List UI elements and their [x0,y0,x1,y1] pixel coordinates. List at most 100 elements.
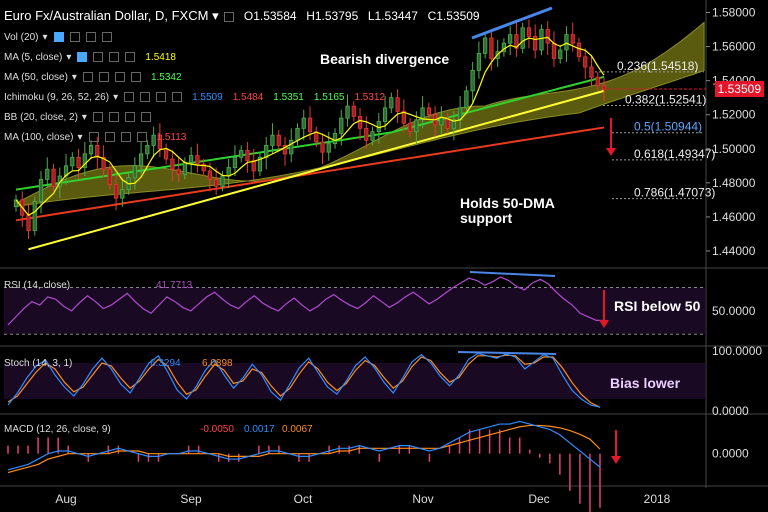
fib-level-label: 0.786(1.47073) [634,186,715,200]
close-icon[interactable] [101,32,112,43]
fib-level-label: 0.618(1.49347) [634,147,715,161]
add-icon[interactable] [85,32,96,43]
rsi-value: 41.7713 [156,280,193,291]
chevron-down-icon[interactable]: ▾ [77,132,83,143]
close-icon[interactable] [125,52,136,63]
ohlc-close: C1.53509 [427,9,480,23]
settings-icon[interactable] [69,32,80,43]
symbol-title[interactable]: Euro Fx/Australian Dollar, D, FXCM [4,8,209,23]
chevron-down-icon[interactable]: ▾ [113,92,119,103]
visibility-icon[interactable] [124,92,135,103]
chevron-down-icon[interactable]: ▾ [212,8,219,23]
candle-body [82,153,87,168]
indicator-row[interactable]: MA (100, close) ▾ 1.5113 [4,132,190,143]
candle-body [138,153,144,167]
macd-tick-label: 0.0000 [712,447,749,461]
y-tick-label: 1.56000 [712,40,756,54]
candle-body [195,155,200,165]
candle-body [539,29,544,51]
divergence-line-stoch [457,351,557,355]
rsi-band [4,287,706,335]
add-icon[interactable] [114,72,125,83]
visibility-icon[interactable] [77,52,88,63]
indicator-value: 1.5484 [232,92,264,103]
stoch-band [4,363,706,399]
candle-body [113,184,119,199]
macd-signal-line [7,424,601,474]
add-icon[interactable] [120,132,131,143]
chevron-down-icon[interactable]: ▾ [66,52,72,63]
indicator-value: 1.5418 [145,52,176,63]
candle-body [170,158,175,170]
candle-body [489,37,494,59]
indicator-value: 1.5165 [313,92,345,103]
annotation-bearish-divergence: Bearish divergence [320,51,450,67]
chevron-down-icon[interactable]: ▾ [42,32,48,43]
candle-body [401,110,406,124]
stoch-d-value: 6.0898 [202,358,233,369]
candle-body [520,27,525,49]
candle-body [257,156,263,172]
candle-body [76,156,81,168]
indicator-row[interactable]: MA (50, close) ▾ 1.5342 [4,72,186,83]
close-icon[interactable] [140,112,151,123]
y-tick-label: 1.44000 [712,244,756,258]
candle-body [357,116,363,129]
y-tick-label: 1.48000 [712,176,756,190]
candle-body [45,168,50,180]
candle-body [445,117,450,129]
macd-line [7,420,601,471]
candle-body [395,97,400,112]
candle-body [332,133,338,145]
visibility-icon[interactable] [88,132,99,143]
indicator-row[interactable]: MA (5, close) ▾ 1.5418 [4,52,180,63]
indicator-value: 1.5351 [273,92,304,103]
divergence-line-rsi [469,271,556,277]
candle-body [426,107,431,116]
candle-body [207,170,213,180]
candle-body [364,127,369,141]
indicator-name: BB (20, close, 2) [4,112,78,123]
candle-body [439,117,444,126]
close-icon[interactable] [136,132,147,143]
x-tick-label: Sep [180,492,202,506]
candle-body [176,168,181,175]
add-icon[interactable] [109,52,120,63]
settings-icon[interactable] [104,132,115,143]
macd-hist-value: 0.0067 [282,424,313,435]
candle-body [95,144,100,158]
settings-icon[interactable] [140,92,151,103]
visibility-icon[interactable] [82,72,93,83]
stoch-label: Stoch (14, 3, 1) [4,358,72,369]
indicator-name: MA (100, close) [4,132,74,143]
chevron-down-icon[interactable]: ▾ [71,72,77,83]
candle-body [232,156,238,168]
indicator-row[interactable]: Vol (20) ▾ [4,32,116,43]
candle-body [583,56,588,68]
candle-body [301,117,306,129]
visibility-icon[interactable] [92,112,103,123]
visibility-icon[interactable] [53,32,64,43]
candle-body [508,34,513,44]
candle-body [201,163,206,172]
indicator-row[interactable]: Ichimoku (9, 26, 52, 26) ▾ 1.5509 1.5484 1.5… [4,92,389,103]
settings-icon[interactable] [108,112,119,123]
macd-value: -0.0050 [200,424,234,435]
rsi-label: RSI (14, close) [4,280,70,291]
x-tick-label: Nov [412,492,433,506]
close-icon[interactable] [130,72,141,83]
chevron-down-icon[interactable]: ▾ [81,112,87,123]
settings-icon[interactable] [93,52,104,63]
add-icon[interactable] [124,112,135,123]
stoch-tick-label: 0.0000 [712,404,749,418]
settings-icon[interactable] [224,11,235,22]
close-icon[interactable] [172,92,183,103]
add-icon[interactable] [156,92,167,103]
candle-body [226,167,231,177]
macd-label: MACD (12, 26, close, 9) [4,424,111,435]
stoch-k-line [7,352,601,408]
settings-icon[interactable] [98,72,109,83]
indicator-row[interactable]: BB (20, close, 2) ▾ [4,112,155,123]
candle-body [295,127,300,141]
